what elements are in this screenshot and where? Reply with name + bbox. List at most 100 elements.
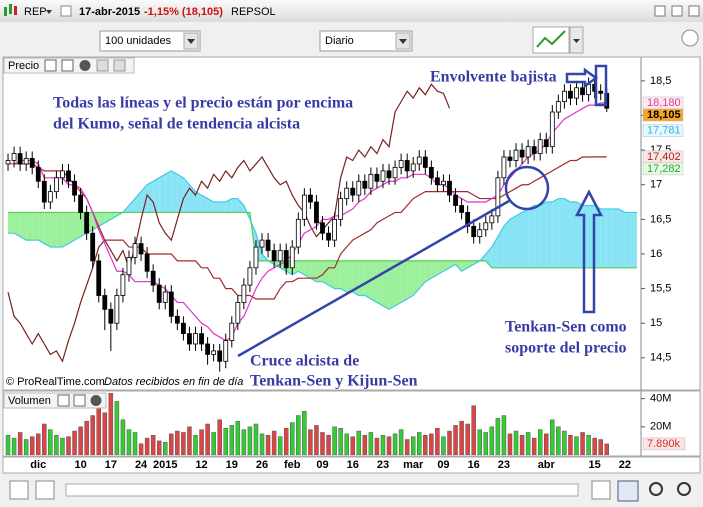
kumo-segment xyxy=(449,260,456,268)
candle-body xyxy=(259,239,265,248)
title-bar xyxy=(0,0,703,22)
chart-type-button[interactable] xyxy=(532,26,584,54)
window-button[interactable] xyxy=(671,5,683,17)
kumo-segment xyxy=(370,260,377,303)
candle-body xyxy=(453,194,458,206)
x-tick-label: dic xyxy=(30,459,46,471)
kumo-segment xyxy=(443,260,450,272)
candle-body xyxy=(217,350,223,362)
volume-bar xyxy=(332,426,337,455)
candle-body xyxy=(410,163,416,172)
scrollbar[interactable] xyxy=(65,483,579,497)
candle-body xyxy=(211,350,217,355)
candle-body xyxy=(531,146,537,154)
volume-bar xyxy=(435,427,440,455)
volume-bar xyxy=(417,432,422,455)
volume-bar xyxy=(380,435,386,455)
kumo-segment xyxy=(346,260,353,293)
candle-body xyxy=(17,153,23,165)
candle-body xyxy=(168,291,174,317)
candle-body xyxy=(356,180,362,196)
tool-button[interactable] xyxy=(61,59,74,72)
tool-button[interactable] xyxy=(113,59,126,72)
volume-bar xyxy=(290,422,295,455)
volume-bar xyxy=(441,436,446,455)
price-tag xyxy=(642,108,684,122)
candle-body xyxy=(54,177,59,193)
candle-body xyxy=(72,180,77,196)
candle-body xyxy=(108,308,114,324)
tool-button[interactable] xyxy=(591,480,611,500)
volume-bar xyxy=(447,430,452,455)
kumo-segment xyxy=(516,212,523,268)
y-tick-label: 16,5 xyxy=(650,213,671,225)
kumo-segment xyxy=(310,260,317,282)
volume-bar xyxy=(42,423,47,455)
volume-tick-label: 20M xyxy=(650,421,671,433)
volume-bar xyxy=(235,420,241,455)
volume-bar xyxy=(326,435,331,455)
annotation: Envolvente bajista xyxy=(430,69,557,86)
volume-bar xyxy=(60,437,65,455)
tool-button[interactable] xyxy=(96,59,109,72)
candle-body xyxy=(495,177,501,217)
x-tick-label: 24 xyxy=(135,459,148,471)
volume-bar xyxy=(72,430,77,455)
volume-bar xyxy=(507,433,513,455)
y-tick-label: 18,5 xyxy=(650,75,671,87)
refresh-button[interactable] xyxy=(681,29,699,47)
credit-note: Datos recibidos en fin de día xyxy=(104,376,243,388)
volume-bar xyxy=(302,411,307,455)
tool-button[interactable] xyxy=(57,394,70,407)
annotation: Todas las líneas y el precio están por e… xyxy=(53,95,353,112)
volume-bar xyxy=(5,435,11,455)
annotation: Tenkan-Sen como xyxy=(505,319,627,336)
period[interactable]: Diario xyxy=(325,35,354,47)
kumo-segment xyxy=(153,177,160,213)
kumo-segment xyxy=(20,212,27,241)
price-tag-label: 17,781 xyxy=(647,125,681,137)
window-button[interactable] xyxy=(688,5,700,17)
candle-body xyxy=(253,246,259,269)
candle-body xyxy=(138,243,144,255)
volume-bar xyxy=(199,429,204,455)
volume-bar xyxy=(531,437,537,455)
axes-layer: dic 10 17 24 2015 12 19 26 feb 09 16 23 mar 09 16 23 abr… xyxy=(30,75,686,471)
symbol[interactable]: REP xyxy=(24,6,47,18)
volume-bar xyxy=(556,426,561,455)
close-button[interactable] xyxy=(90,395,102,406)
kumo-segment xyxy=(376,260,383,306)
zoom-button[interactable] xyxy=(617,480,639,502)
zoom-out-button[interactable] xyxy=(649,482,663,496)
volume-bar xyxy=(368,432,374,455)
quantity[interactable]: 100 unidades xyxy=(105,35,172,47)
zoom-in-button[interactable] xyxy=(677,482,691,496)
kumo-segment xyxy=(364,260,371,299)
candle-body xyxy=(223,340,229,362)
symbol-dropdown[interactable] xyxy=(46,10,52,14)
candle-body xyxy=(271,250,277,262)
volume-bar xyxy=(277,436,283,455)
window-button[interactable] xyxy=(654,5,666,17)
candle-body xyxy=(435,177,440,186)
kumo-segment xyxy=(219,202,226,213)
tool-button[interactable] xyxy=(35,480,55,500)
x-tick-label: 10 xyxy=(74,459,86,471)
candle-body xyxy=(543,139,549,148)
tool-button[interactable] xyxy=(9,480,29,500)
kumo-segment xyxy=(50,212,57,248)
period-dropdown[interactable]: Diario xyxy=(319,30,413,52)
candle-body xyxy=(47,191,53,203)
kumo-segment xyxy=(546,202,553,268)
quantity-dropdown[interactable]: 100 unidades xyxy=(99,30,201,52)
tool-button[interactable] xyxy=(73,394,86,407)
candle-body xyxy=(404,160,410,172)
indicator-line xyxy=(7,83,451,363)
candle-body xyxy=(525,146,531,158)
checkbox[interactable] xyxy=(60,5,72,17)
kumo-segment xyxy=(425,260,432,282)
close-button[interactable] xyxy=(79,60,91,71)
tool-button[interactable] xyxy=(44,59,57,72)
candle-body xyxy=(277,250,283,262)
candle-body xyxy=(459,205,464,213)
